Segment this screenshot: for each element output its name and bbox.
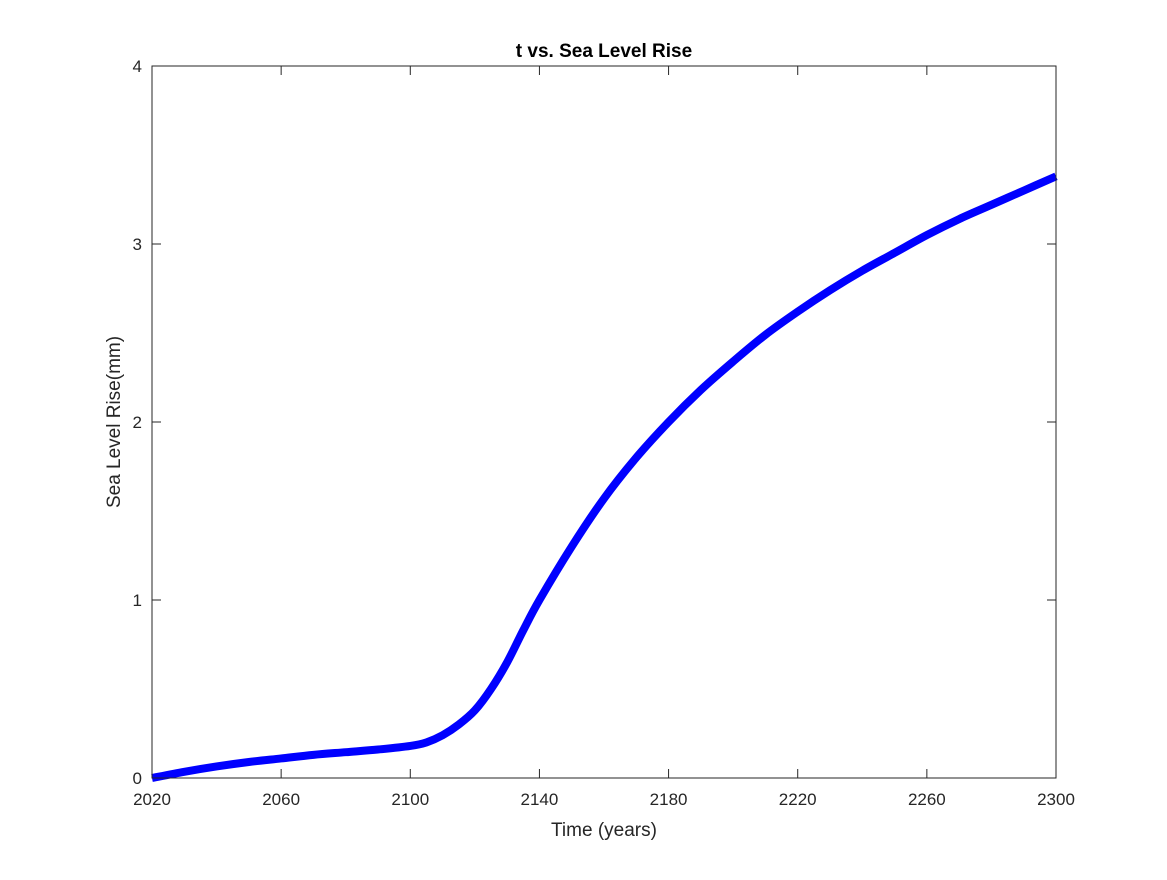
y-tick-label: 4	[133, 57, 142, 76]
axes-box	[151, 65, 1057, 779]
x-tick-label: 2300	[1037, 790, 1075, 809]
x-axis-label: Time (years)	[551, 820, 657, 841]
ticks-layer: 2020 2060 2100 2140 2180 2220 2260 2300 0 1 2 3 4	[133, 57, 1075, 809]
x-tick-label: 2020	[133, 790, 171, 809]
axes-background	[152, 66, 1056, 778]
x-tick-label: 2060	[262, 790, 300, 809]
y-tick-label: 3	[133, 235, 142, 254]
y-tick-label: 2	[133, 413, 142, 432]
series-line	[151, 172, 1058, 782]
x-tick-label: 2100	[391, 790, 429, 809]
x-tick-label: 2260	[908, 790, 946, 809]
x-tick-label: 2180	[650, 790, 688, 809]
y-tick-label: 0	[133, 769, 142, 788]
x-tick-label: 2220	[779, 790, 817, 809]
y-tick-label: 1	[133, 591, 142, 610]
chart-title: t vs. Sea Level Rise	[516, 41, 692, 62]
series-layer	[151, 172, 1058, 782]
x-tick-label: 2140	[521, 790, 559, 809]
y-axis-label: Sea Level Rise(mm)	[104, 336, 125, 508]
